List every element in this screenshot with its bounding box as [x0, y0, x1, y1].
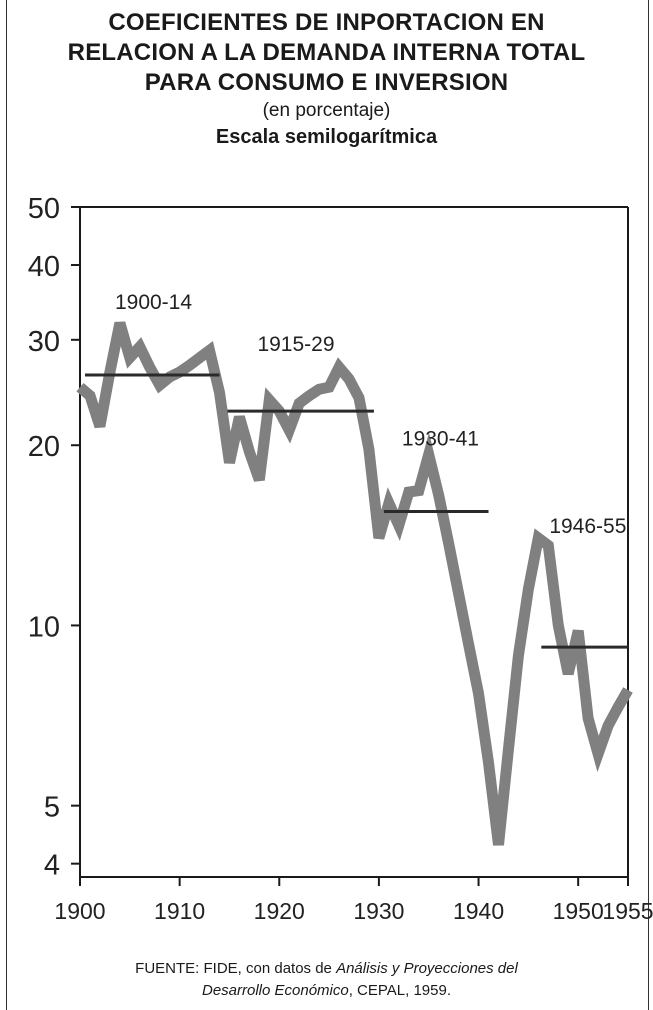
series-line: [76, 321, 633, 846]
y-tick-label: 10: [28, 611, 60, 643]
chart-title-line-3: PARA CONSUMO E INVERSION: [144, 69, 509, 96]
chart-subtitle: (en porcentaje): [262, 100, 391, 121]
x-tick-label: 1930: [353, 898, 404, 924]
chart-header: COEFICIENTES DE INPORTACION EN RELACION …: [0, 8, 653, 150]
period-label: 1900-14: [115, 291, 192, 314]
y-tick-label: 4: [44, 850, 60, 882]
chart-title-line-1: COEFICIENTES DE INPORTACION EN: [108, 9, 545, 36]
period-label: 1946-55: [549, 515, 626, 538]
period-label: 1915-29: [257, 333, 334, 356]
x-tick-label: 1955: [602, 898, 653, 924]
y-tick-label: 20: [28, 431, 60, 463]
source-note: FUENTE: FIDE, con datos de Análisis y Pr…: [0, 958, 653, 1002]
scale-note: Escala semilogarítmica: [215, 126, 438, 148]
x-tick-label: 1900: [54, 898, 105, 924]
period-label: 1930-41: [402, 427, 479, 450]
y-tick-label: 50: [28, 193, 60, 225]
left-border: [6, 0, 7, 1010]
source-prefix: FUENTE: FIDE, con datos de: [135, 960, 337, 977]
source-title-part-1: Análisis y Proyecciones del: [336, 960, 518, 977]
x-tick-label: 1940: [453, 898, 504, 924]
x-tick-label: 1950: [553, 898, 604, 924]
y-tick-label: 40: [28, 251, 60, 283]
x-tick-label: 1910: [154, 898, 205, 924]
y-tick-label: 30: [28, 326, 60, 358]
right-border: [648, 0, 649, 1010]
chart-title-line-2: RELACION A LA DEMANDA INTERNA TOTAL: [67, 39, 586, 66]
source-title-part-2: Desarrollo Económico: [201, 982, 349, 999]
x-tick-label: 1920: [254, 898, 305, 924]
y-tick-label: 5: [44, 792, 60, 824]
source-suffix: , CEPAL, 1959.: [348, 982, 452, 999]
